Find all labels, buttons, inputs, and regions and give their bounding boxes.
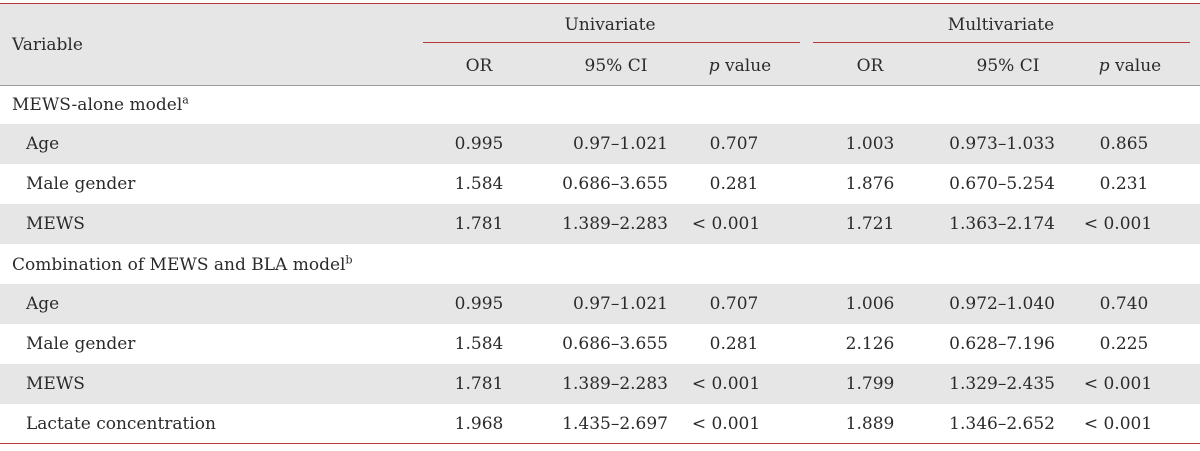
cell-u-ci: 0.686–3.655 [562,334,668,354]
table-header [0,4,1200,86]
cell-u-or: 0.995 [454,294,504,314]
cell-m-or: 1.889 [845,414,895,434]
header-multivariate-or: OR [856,56,884,76]
header-multivariate-ci: 95% CI [976,56,1040,76]
univariate-group-rule [423,42,800,43]
cell-variable: MEWS [26,214,85,234]
cell-u-ci: 0.97–1.021 [572,294,668,314]
cell-m-or: 1.721 [845,214,895,234]
cell-m-or: 1.003 [845,134,895,154]
cell-u-p: 0.707 [709,134,759,154]
cell-variable: Lactate concentration [26,414,216,434]
cell-m-p: 0.865 [1099,134,1149,154]
header-univariate-or: OR [465,56,493,76]
table-row: Male gender 1.584 0.686–3.655 0.281 2.12… [0,324,1200,364]
cell-m-ci: 1.363–2.174 [949,214,1055,234]
cell-u-ci: 0.686–3.655 [562,174,668,194]
cell-m-p: < 0.001 [1083,414,1153,434]
cell-m-ci: 1.329–2.435 [949,374,1055,394]
header-univariate-ci: 95% CI [584,56,648,76]
table-bottom-rule [0,443,1200,444]
cell-u-or: 1.781 [454,214,504,234]
section-title-mews-bla: Combination of MEWS and BLA modelb [12,253,353,275]
cell-u-ci: 1.435–2.697 [562,414,668,434]
table-row: Male gender 1.584 0.686–3.655 0.281 1.87… [0,164,1200,204]
cell-m-ci: 0.973–1.033 [949,134,1055,154]
cell-u-p: 0.281 [709,174,759,194]
table-row: Age 0.995 0.97–1.021 0.707 1.006 0.972–1… [0,284,1200,324]
cell-u-p: 0.281 [709,334,759,354]
cell-u-or: 1.584 [454,334,504,354]
cell-m-p: 0.225 [1099,334,1149,354]
cell-u-or: 1.584 [454,174,504,194]
cell-m-p: 0.231 [1099,174,1149,194]
table-row: MEWS 1.781 1.389–2.283 < 0.001 1.721 1.3… [0,204,1200,244]
cell-m-ci: 1.346–2.652 [949,414,1055,434]
cell-u-or: 0.995 [454,134,504,154]
cell-u-or: 1.968 [454,414,504,434]
header-multivariate-p: p value [1098,56,1162,76]
cell-u-ci: 0.97–1.021 [572,134,668,154]
table-top-rule [0,3,1200,4]
multivariate-group-rule [813,42,1190,43]
header-multivariate: Multivariate [947,15,1055,35]
cell-variable: Age [26,294,60,314]
cell-u-p: < 0.001 [691,214,761,234]
cell-u-ci: 1.389–2.283 [562,374,668,394]
table-row: MEWS 1.781 1.389–2.283 < 0.001 1.799 1.3… [0,364,1200,404]
cell-u-ci: 1.389–2.283 [562,214,668,234]
cell-m-ci: 0.972–1.040 [949,294,1055,314]
cell-m-or: 2.126 [845,334,895,354]
cell-m-p: < 0.001 [1083,214,1153,234]
header-variable: Variable [12,35,83,55]
cell-u-or: 1.781 [454,374,504,394]
cell-m-ci: 0.670–5.254 [949,174,1055,194]
header-univariate: Univariate [564,15,656,35]
cell-m-p: < 0.001 [1083,374,1153,394]
cell-m-p: 0.740 [1099,294,1149,314]
cell-variable: MEWS [26,374,85,394]
cell-variable: Age [26,134,60,154]
cell-variable: Male gender [26,174,136,194]
cell-u-p: 0.707 [709,294,759,314]
cell-m-or: 1.876 [845,174,895,194]
table-row: Lactate concentration 1.968 1.435–2.697 … [0,404,1200,444]
cell-u-p: < 0.001 [691,414,761,434]
cell-u-p: < 0.001 [691,374,761,394]
header-bottom-rule [0,85,1200,86]
cell-m-or: 1.799 [845,374,895,394]
table-row: Age 0.995 0.97–1.021 0.707 1.003 0.973–1… [0,124,1200,164]
cell-m-or: 1.006 [845,294,895,314]
cell-variable: Male gender [26,334,136,354]
cell-m-ci: 0.628–7.196 [949,334,1055,354]
section-title-mews-alone: MEWS-alone modela [12,93,189,115]
header-univariate-p: p value [708,56,772,76]
